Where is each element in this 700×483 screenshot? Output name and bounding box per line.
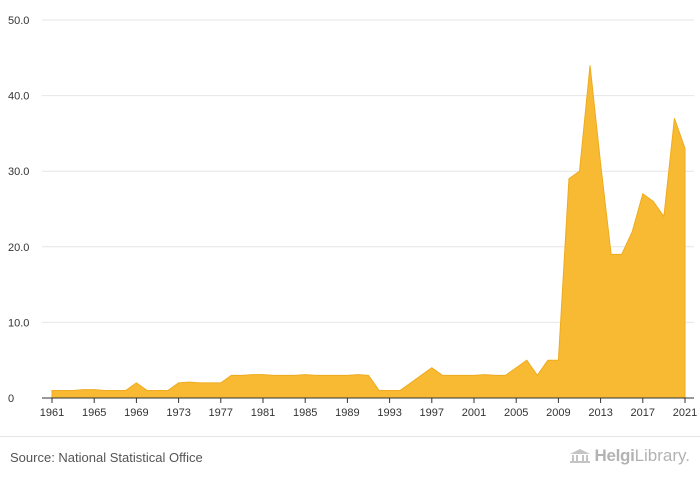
y-tick-label: 0 bbox=[8, 393, 14, 405]
data-point bbox=[177, 381, 181, 385]
data-point bbox=[525, 358, 529, 362]
y-tick-label: 30.0 bbox=[8, 166, 29, 178]
data-point bbox=[103, 388, 107, 392]
x-tick-label: 1961 bbox=[40, 407, 64, 419]
data-point bbox=[272, 373, 276, 377]
data-point bbox=[461, 373, 465, 377]
data-point bbox=[345, 373, 349, 377]
series-area-shape bbox=[51, 65, 686, 399]
data-point bbox=[134, 381, 138, 385]
data-point bbox=[419, 373, 423, 377]
data-point bbox=[683, 147, 687, 151]
data-point bbox=[303, 373, 307, 377]
x-tick-label: 1977 bbox=[209, 407, 233, 419]
data-point bbox=[546, 358, 550, 362]
data-point bbox=[92, 388, 96, 392]
data-point bbox=[672, 116, 676, 120]
data-point bbox=[50, 388, 54, 392]
data-point bbox=[356, 373, 360, 377]
x-tick-label: 1969 bbox=[124, 407, 148, 419]
y-tick-label: 10.0 bbox=[8, 317, 29, 329]
data-point bbox=[388, 388, 392, 392]
x-tick-label: 2001 bbox=[462, 407, 486, 419]
data-point bbox=[208, 381, 212, 385]
data-point bbox=[514, 366, 518, 370]
x-tick-label: 1997 bbox=[420, 407, 444, 419]
data-point bbox=[145, 388, 149, 392]
logo-brand: Helgi bbox=[594, 446, 635, 465]
data-point bbox=[367, 373, 371, 377]
data-point bbox=[588, 63, 592, 67]
x-tick-label: 1973 bbox=[166, 407, 190, 419]
data-point bbox=[472, 373, 476, 377]
data-point bbox=[229, 373, 233, 377]
data-point bbox=[651, 199, 655, 203]
data-point bbox=[630, 230, 634, 234]
data-point bbox=[71, 388, 75, 392]
data-point bbox=[641, 192, 645, 196]
x-tick-label: 2013 bbox=[588, 407, 612, 419]
logo-suffix: Library. bbox=[634, 446, 690, 465]
data-point bbox=[324, 373, 328, 377]
source-note: Source: National Statistical Office bbox=[10, 450, 203, 465]
y-tick-label: 40.0 bbox=[8, 91, 29, 103]
data-point bbox=[556, 358, 560, 362]
data-point bbox=[409, 381, 413, 385]
data-point bbox=[377, 388, 381, 392]
y-tick-label: 50.0 bbox=[8, 15, 29, 27]
data-point bbox=[198, 381, 202, 385]
data-point bbox=[535, 373, 539, 377]
data-point bbox=[440, 373, 444, 377]
data-point bbox=[113, 388, 117, 392]
data-point bbox=[578, 169, 582, 173]
x-tick-label: 2009 bbox=[546, 407, 570, 419]
data-point bbox=[483, 373, 487, 377]
footer-divider bbox=[0, 436, 700, 437]
data-point bbox=[567, 177, 571, 181]
data-point bbox=[293, 373, 297, 377]
data-point bbox=[282, 373, 286, 377]
helgi-library-logo: Helgi Library. bbox=[569, 446, 690, 466]
data-point bbox=[504, 373, 508, 377]
data-point bbox=[335, 373, 339, 377]
data-point bbox=[166, 388, 170, 392]
data-point bbox=[219, 381, 223, 385]
data-point bbox=[398, 388, 402, 392]
x-tick-label: 2005 bbox=[504, 407, 528, 419]
y-tick-label: 20.0 bbox=[8, 242, 29, 254]
data-point bbox=[187, 380, 191, 384]
series-area bbox=[50, 63, 687, 399]
x-axis: 1961 1965 1969 1973 1977 1981 1985 1989 1993 1997… bbox=[40, 397, 697, 419]
data-point bbox=[662, 215, 666, 219]
data-point bbox=[493, 373, 497, 377]
data-point bbox=[620, 252, 624, 256]
x-tick-label: 2021 bbox=[673, 407, 697, 419]
data-point bbox=[124, 388, 128, 392]
data-point bbox=[314, 373, 318, 377]
x-tick-label: 1985 bbox=[293, 407, 317, 419]
data-point bbox=[61, 388, 65, 392]
x-tick-label: 1993 bbox=[377, 407, 401, 419]
data-point bbox=[82, 388, 86, 392]
data-point bbox=[156, 388, 160, 392]
data-point bbox=[609, 252, 613, 256]
data-point bbox=[261, 373, 265, 377]
library-building-icon bbox=[569, 449, 590, 463]
data-point bbox=[430, 366, 434, 370]
data-point bbox=[599, 162, 603, 166]
x-tick-label: 1981 bbox=[251, 407, 275, 419]
data-point bbox=[451, 373, 455, 377]
area-chart: 1961 1965 1969 1973 1977 1981 1985 1989 1993 1997… bbox=[8, 15, 697, 419]
x-tick-label: 1965 bbox=[82, 407, 106, 419]
x-tick-label: 2017 bbox=[631, 407, 655, 419]
y-axis: 0 10.0 20.0 30.0 40.0 50.0 bbox=[8, 15, 29, 405]
data-point bbox=[250, 373, 254, 377]
data-point bbox=[240, 373, 244, 377]
x-tick-label: 1989 bbox=[335, 407, 359, 419]
